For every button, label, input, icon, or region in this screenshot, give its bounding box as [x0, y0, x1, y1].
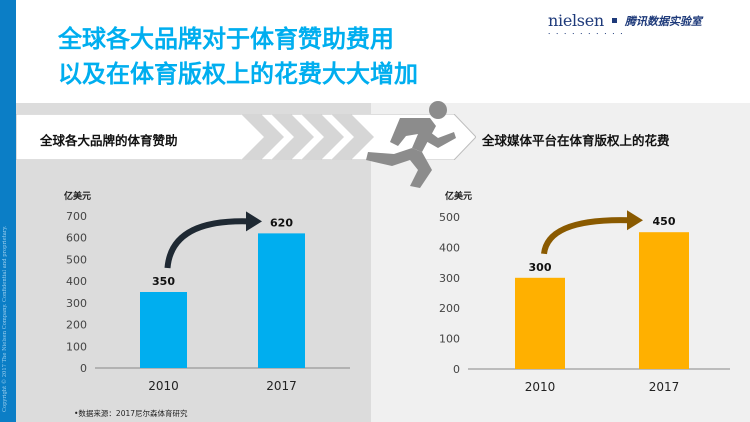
left-stripe: Copyright © 2017 The Nielsen Company. Co… — [0, 0, 16, 422]
right-section-label: 全球媒体平台在体育版权上的花费 — [482, 133, 670, 148]
chevron-arrows-icon — [241, 114, 374, 160]
right-y-tick-label: 400 — [439, 241, 460, 254]
right-x-tick-label: 2010 — [525, 380, 556, 394]
right-y-tick-label: 0 — [453, 363, 460, 376]
title-line-2: 以及在体育版权上的花费大大增加 — [58, 60, 418, 88]
left-bar-2017 — [258, 233, 305, 368]
left-y-tick-label: 500 — [66, 253, 87, 266]
left-y-tick-label: 200 — [66, 319, 87, 332]
left-y-tick-label: 300 — [66, 297, 87, 310]
brand-separator — [611, 18, 617, 23]
left-growth-arrow-head — [246, 211, 262, 232]
left-x-tick-label: 2017 — [266, 379, 297, 393]
left-data-label: 620 — [270, 216, 293, 229]
left-y-tick-label: 100 — [66, 340, 87, 353]
left-x-tick-label: 2010 — [148, 379, 179, 393]
right-bar-2017 — [639, 232, 689, 369]
copyright-text: Copyright © 2017 The Nielsen Company. Co… — [2, 225, 8, 412]
right-growth-arrow — [541, 217, 630, 255]
left-growth-arrow — [164, 218, 249, 269]
title-line-1: 全球各大品牌对于体育赞助费用 — [58, 25, 394, 53]
brand-header: nielsen • • • • • • • • • • 腾讯数据实验室 — [548, 11, 702, 36]
left-bar-2010 — [140, 292, 187, 368]
source-note: •数据来源：2017尼尔森体育研究 — [74, 409, 188, 418]
right-y-tick-label: 500 — [439, 211, 460, 224]
partner-name: 腾讯数据实验室 — [624, 14, 702, 28]
left-y-tick-label: 700 — [66, 210, 87, 223]
running-person-icon — [366, 101, 456, 188]
section-banner — [16, 114, 476, 160]
right-x-tick-label: 2017 — [649, 380, 680, 394]
right-unit-label: 亿美元 — [445, 192, 473, 202]
left-y-tick-label: 0 — [80, 362, 87, 375]
right-y-tick-label: 200 — [439, 302, 460, 315]
right-data-label: 450 — [653, 215, 676, 228]
right-y-tick-label: 300 — [439, 272, 460, 285]
right-growth-arrow-head — [627, 210, 643, 231]
page-title: 全球各大品牌对于体育赞助费用 以及在体育版权上的花费大大增加 — [58, 22, 418, 92]
left-y-tick-label: 600 — [66, 232, 87, 245]
right-y-tick-label: 100 — [439, 333, 460, 346]
left-section-label: 全球各大品牌的体育赞助 — [40, 133, 178, 148]
left-data-label: 350 — [152, 275, 175, 288]
right-bar-2010 — [515, 277, 565, 369]
left-bar-chart: 0 100 200 300 400 500 600 700 350 2010 620 2017 — [66, 210, 350, 393]
left-unit-label: 亿美元 — [64, 192, 92, 202]
nielsen-logo: nielsen • • • • • • • • • • — [548, 11, 625, 36]
right-bar-chart: 0 100 200 300 400 500 300 2010 450 2017 — [439, 210, 730, 394]
right-data-label: 300 — [529, 261, 552, 274]
left-y-tick-label: 400 — [66, 275, 87, 288]
